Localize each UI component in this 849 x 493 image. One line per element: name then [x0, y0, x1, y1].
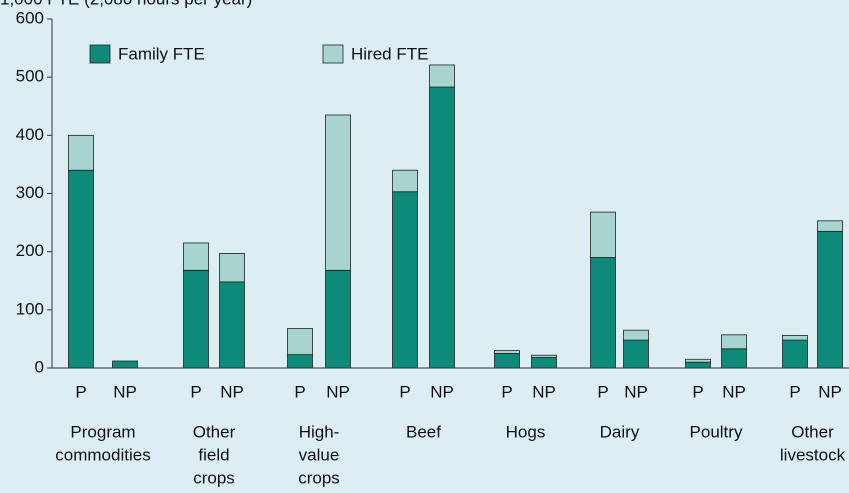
x-tick-label: NP	[113, 382, 137, 401]
bar-segment	[590, 211, 616, 258]
bar-segment	[531, 354, 557, 358]
x-tick-label: NP	[430, 382, 454, 401]
x-tick-label: P	[190, 382, 201, 401]
bar-segment	[817, 230, 843, 369]
bar-segment	[392, 169, 418, 193]
y-tick-label: 300	[16, 183, 44, 202]
bar-segment	[685, 358, 711, 363]
x-tick-label: NP	[624, 382, 648, 401]
bar-segment	[287, 354, 313, 369]
legend-label: Family FTE	[118, 44, 205, 63]
legend-swatch	[322, 44, 344, 64]
group-label: Beef	[406, 422, 441, 441]
bar-segment	[817, 220, 843, 232]
bar-segment	[590, 257, 616, 369]
bar-segment	[429, 86, 455, 369]
legend-label: Hired FTE	[351, 44, 428, 63]
legend-swatch	[89, 44, 111, 64]
bar-segment	[325, 114, 351, 271]
bar-segment	[721, 348, 747, 369]
group-label: value	[299, 445, 340, 464]
x-tick-label: NP	[326, 382, 350, 401]
bar-segment	[392, 191, 418, 369]
group-label: Other	[193, 422, 236, 441]
bar-segment	[531, 357, 557, 369]
x-tick-label: P	[294, 382, 305, 401]
x-tick-label: NP	[220, 382, 244, 401]
y-axis-label: 1,000 FTE (2,080 hours per year)	[0, 0, 252, 8]
bar-segment	[782, 339, 808, 369]
group-label: field	[198, 445, 229, 464]
bar-segment	[721, 334, 747, 350]
y-tick-label: 400	[16, 125, 44, 144]
y-tick-label: 600	[16, 8, 44, 27]
group-label: Hogs	[506, 422, 546, 441]
bar-segment	[494, 353, 520, 369]
bar-segment	[685, 361, 711, 369]
x-tick-label: NP	[818, 382, 842, 401]
x-tick-label: P	[75, 382, 86, 401]
x-tick-label: P	[501, 382, 512, 401]
bar-segment	[183, 242, 209, 271]
x-tick-label: P	[399, 382, 410, 401]
bar-segment	[494, 350, 520, 354]
bar-segment	[68, 169, 94, 369]
group-label: Program	[70, 422, 135, 441]
group-label: High-	[299, 422, 340, 441]
y-tick-label: 200	[16, 241, 44, 260]
x-tick-label: NP	[722, 382, 746, 401]
x-tick-label: P	[789, 382, 800, 401]
group-label: crops	[193, 468, 235, 487]
bar-segment	[112, 360, 138, 369]
bar-segment	[219, 281, 245, 369]
group-label: Other	[791, 422, 834, 441]
bar-segment	[68, 134, 94, 171]
x-tick-label: P	[692, 382, 703, 401]
y-tick-label: 100	[16, 299, 44, 318]
group-label: livestock	[780, 445, 846, 464]
group-label: crops	[298, 468, 340, 487]
group-label: Poultry	[690, 422, 743, 441]
bar-segment	[287, 328, 313, 356]
y-tick-label: 0	[35, 357, 44, 376]
group-label: Dairy	[600, 422, 640, 441]
bar-segment	[183, 269, 209, 369]
bar-segment	[219, 253, 245, 283]
x-tick-label: NP	[532, 382, 556, 401]
bar-segment	[623, 329, 649, 341]
bar-segment	[429, 64, 455, 88]
y-tick-label: 500	[16, 67, 44, 86]
bar-segment	[782, 335, 808, 341]
group-label: commodities	[55, 445, 150, 464]
bar-segment	[325, 269, 351, 369]
bar-segment	[623, 339, 649, 369]
x-tick-label: P	[597, 382, 608, 401]
